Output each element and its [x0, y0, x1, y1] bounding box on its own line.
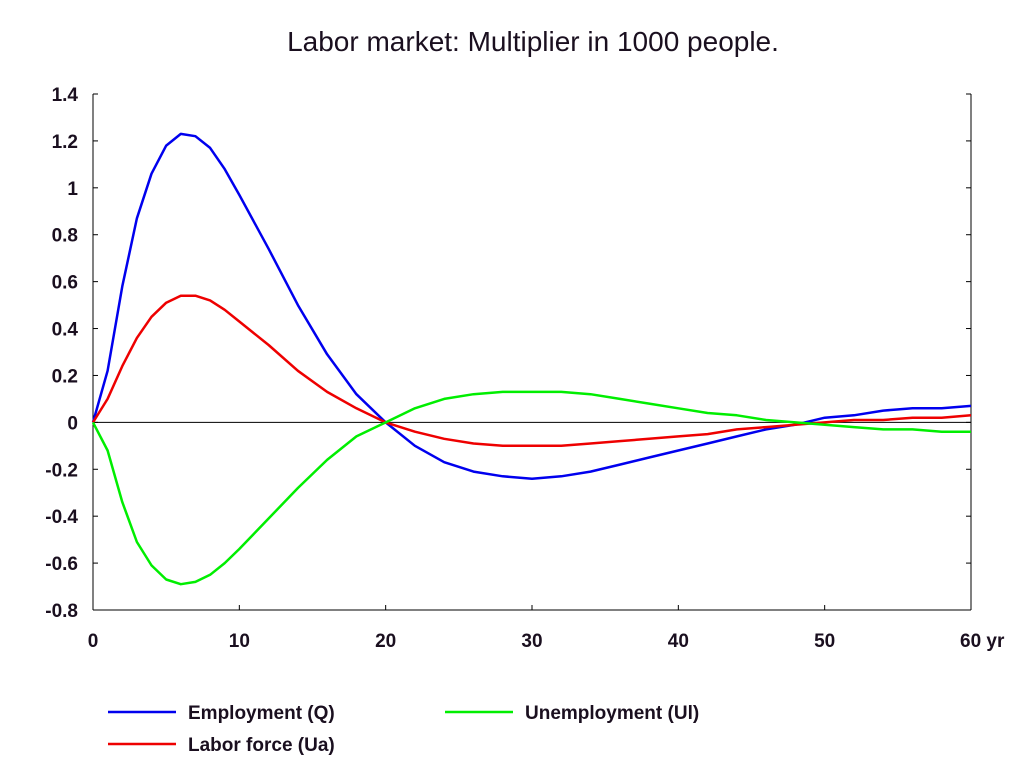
series-line-2 [91, 294, 972, 448]
x-tick-label: 40 [668, 631, 689, 652]
y-tick-label: 0 [67, 413, 78, 434]
y-tick-label: 1.2 [52, 132, 78, 153]
axes: 1.4 1.2 1 0.8 0.6 0.4 0.2 0 -0.2 -0.4 -0.6 -0.8 0 10 2… [45, 85, 1005, 652]
legend: Employment (Q) Labor force (Ua) Unemployme… [108, 703, 699, 756]
y-tick-label: 0.6 [52, 273, 78, 294]
x-tick-label: 60 yr [960, 631, 1005, 652]
legend-label: Employment (Q) [188, 703, 335, 724]
y-tick-label: 1 [67, 179, 78, 200]
legend-label: Labor force (Ua) [188, 735, 335, 756]
y-tick-label: 1.4 [52, 85, 79, 106]
y-tick-label: -0.4 [45, 507, 78, 528]
chart-title: Labor market: Multiplier in 1000 people. [287, 26, 779, 57]
y-tick-label: 0.4 [52, 320, 79, 341]
y-tick-label: 0.2 [52, 366, 78, 387]
y-tick-label: -0.2 [45, 460, 78, 481]
x-tick-label: 0 [88, 631, 99, 652]
x-tick-label: 50 [814, 631, 835, 652]
legend-label: Unemployment (Ul) [525, 703, 699, 724]
y-tick-label: -0.6 [45, 554, 78, 575]
x-tick-label: 10 [229, 631, 250, 652]
series-line-3 [91, 390, 971, 586]
series-lines [91, 132, 972, 586]
y-tick-label: 0.8 [52, 226, 78, 247]
x-tick-label: 30 [521, 631, 542, 652]
y-tick-label: -0.8 [45, 601, 78, 622]
x-tick-label: 20 [375, 631, 396, 652]
